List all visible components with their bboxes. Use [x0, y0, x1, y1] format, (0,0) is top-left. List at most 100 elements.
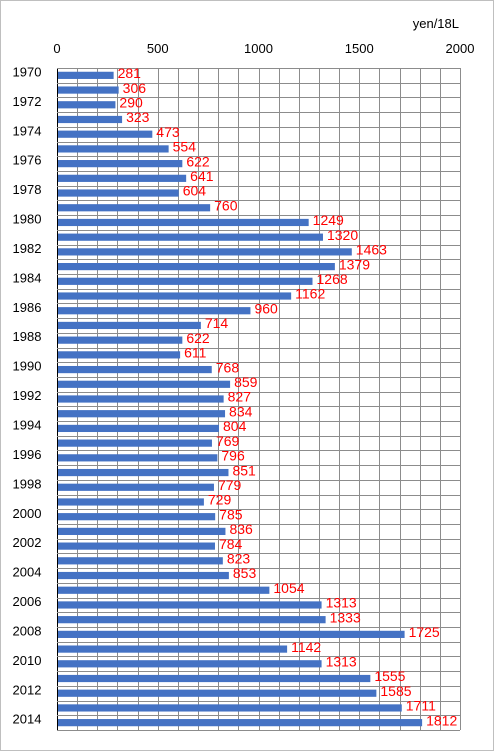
bar [58, 630, 405, 638]
data-label: 1142 [291, 639, 321, 655]
data-label: 859 [234, 374, 258, 390]
bar [58, 557, 223, 565]
bar [58, 601, 322, 609]
x-tick-label: 500 [147, 41, 169, 56]
bar [58, 130, 153, 138]
data-label: 796 [221, 448, 245, 464]
bar [58, 380, 231, 388]
data-label: 622 [186, 153, 210, 169]
bar [58, 410, 226, 418]
bar [58, 218, 309, 227]
data-label: 785 [219, 506, 243, 522]
data-label: 768 [216, 359, 240, 375]
data-label: 1555 [374, 668, 405, 684]
y-tick-label: 1990 [13, 359, 42, 374]
data-label: 1463 [356, 242, 387, 258]
bar [58, 101, 116, 109]
data-label: 323 [126, 109, 150, 125]
data-label: 641 [190, 168, 214, 184]
bar [58, 542, 215, 550]
y-tick-label: 1980 [13, 212, 42, 227]
data-label: 1313 [326, 595, 357, 611]
data-label: 729 [208, 492, 232, 508]
bar [58, 277, 313, 285]
data-label: 1249 [313, 212, 344, 228]
data-label: 836 [229, 521, 253, 537]
bar [58, 660, 322, 668]
bar [58, 307, 251, 315]
x-tick-label: 1000 [244, 41, 273, 56]
x-tick-label: 1500 [345, 41, 374, 56]
y-tick-label: 2010 [13, 653, 42, 668]
y-tick-label: 1998 [13, 476, 42, 491]
data-label: 1585 [380, 683, 411, 699]
bar [58, 204, 211, 212]
data-label: 769 [216, 433, 240, 449]
y-tick-label: 1984 [13, 270, 42, 285]
data-label: 473 [156, 124, 180, 140]
data-label: 622 [186, 330, 210, 346]
y-tick-label: 2006 [13, 594, 42, 609]
y-tick-label: 1986 [13, 300, 42, 315]
data-label: 1268 [317, 271, 348, 287]
bar [58, 233, 323, 241]
data-label: 604 [183, 183, 207, 199]
x-tick-label: 2000 [446, 41, 475, 56]
y-tick-label: 1970 [13, 64, 42, 79]
data-label: 779 [218, 477, 242, 493]
bar [58, 483, 214, 491]
bar [58, 145, 169, 153]
bar [58, 395, 224, 403]
bar [58, 160, 183, 168]
data-label: 1313 [326, 654, 357, 670]
bar [58, 263, 335, 271]
x-tick-label: 0 [53, 41, 60, 56]
y-tick-label: 1978 [13, 182, 42, 197]
data-label: 290 [119, 94, 143, 110]
value-labels: 2813062903234735546226416047601249132014… [118, 65, 458, 728]
data-label: 1812 [426, 712, 457, 728]
y-tick-label: 2002 [13, 535, 42, 550]
bar [58, 292, 292, 300]
data-label: 1162 [295, 286, 325, 302]
unit-label: yen/18L [413, 16, 459, 31]
data-label: 306 [123, 80, 147, 96]
data-label: 760 [214, 197, 238, 213]
bar [58, 86, 119, 94]
data-label: 281 [118, 65, 142, 81]
y-tick-label: 1974 [13, 123, 42, 138]
bar [58, 351, 181, 359]
data-label: 827 [228, 389, 252, 405]
bar [58, 174, 187, 182]
data-label: 611 [184, 345, 207, 361]
data-label: 834 [229, 403, 253, 419]
data-label: 784 [219, 536, 243, 552]
y-tick-label: 1988 [13, 329, 42, 344]
bar [58, 454, 218, 462]
bar [58, 115, 123, 124]
bar [58, 365, 212, 374]
bar [58, 674, 371, 683]
bar [58, 704, 402, 712]
data-label: 1320 [327, 227, 358, 243]
data-label: 804 [223, 418, 247, 434]
data-label: 1725 [409, 624, 440, 640]
bar [58, 645, 288, 653]
data-label: 851 [232, 462, 256, 478]
bar [58, 571, 229, 580]
y-tick-label: 1996 [13, 447, 42, 462]
data-label: 1054 [273, 580, 304, 596]
bar [58, 513, 216, 521]
bar [58, 424, 220, 433]
data-label: 1379 [339, 256, 370, 272]
data-label: 554 [173, 139, 197, 155]
bar [58, 719, 423, 727]
y-tick-label: 2014 [13, 712, 42, 727]
data-label: 1333 [330, 609, 361, 625]
data-label: 714 [205, 315, 229, 331]
bar [58, 71, 114, 79]
data-label: 823 [227, 551, 251, 567]
bar [58, 336, 183, 344]
